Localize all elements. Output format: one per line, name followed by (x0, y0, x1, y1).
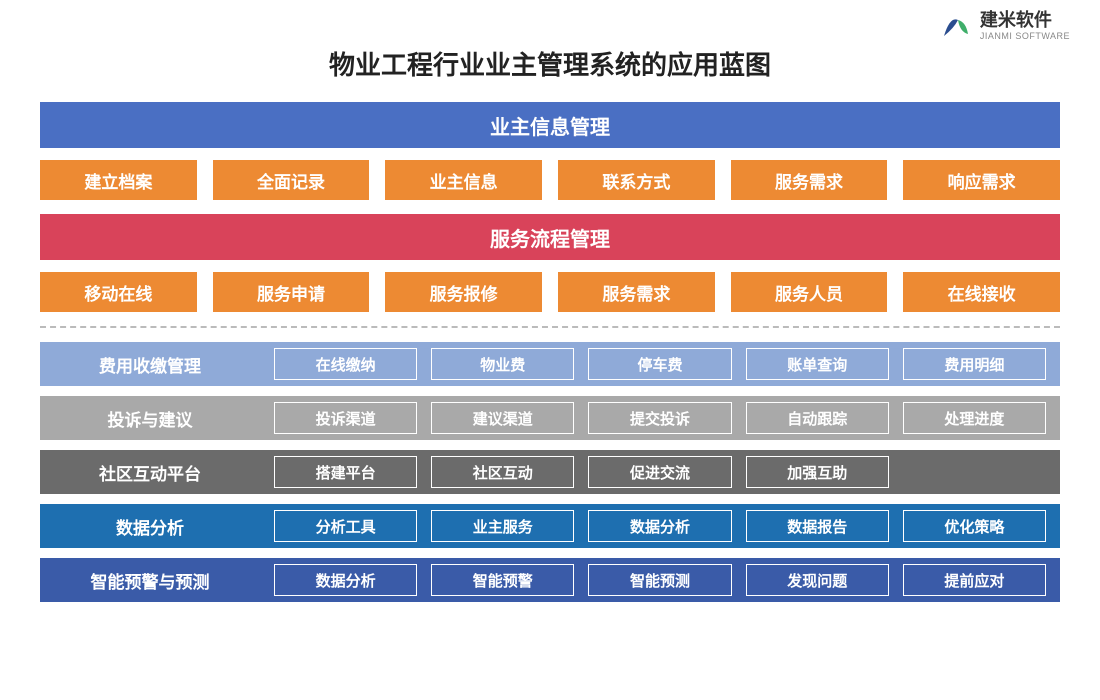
section-chip: 数据分析 (588, 510, 731, 542)
section-body: 数据分析智能预警智能预测发现问题提前应对 (260, 558, 1060, 602)
logo-text-cn: 建米软件 (980, 11, 1070, 31)
section-body: 分析工具业主服务数据分析数据报告优化策略 (260, 504, 1060, 548)
item: 服务报修 (385, 272, 542, 312)
section-row: 社区互动平台搭建平台社区互动促进交流加强互助 (40, 450, 1060, 494)
item: 全面记录 (213, 160, 370, 200)
section-chip: 数据报告 (746, 510, 889, 542)
section-chip: 数据分析 (274, 564, 417, 596)
item: 服务人员 (731, 272, 888, 312)
item: 联系方式 (558, 160, 715, 200)
divider (40, 326, 1060, 328)
section-label: 投诉与建议 (40, 396, 260, 440)
section-chip: 处理进度 (903, 402, 1046, 434)
section-chip: 发现问题 (746, 564, 889, 596)
section-chip: 在线缴纳 (274, 348, 417, 380)
section-chip: 促进交流 (588, 456, 731, 488)
section-body: 投诉渠道建议渠道提交投诉自动跟踪处理进度 (260, 396, 1060, 440)
section-body: 在线缴纳物业费停车费账单查询费用明细 (260, 342, 1060, 386)
section-chip: 加强互助 (746, 456, 889, 488)
item: 在线接收 (903, 272, 1060, 312)
section-chip: 搭建平台 (274, 456, 417, 488)
section-chip: 停车费 (588, 348, 731, 380)
logo-text-en: JIANMI SOFTWARE (980, 31, 1070, 41)
section-chip: 费用明细 (903, 348, 1046, 380)
item: 业主信息 (385, 160, 542, 200)
section-chip: 提交投诉 (588, 402, 731, 434)
section-chip: 智能预测 (588, 564, 731, 596)
page-title: 物业工程行业业主管理系统的应用蓝图 (40, 45, 1060, 82)
item: 服务需求 (558, 272, 715, 312)
section-row: 费用收缴管理在线缴纳物业费停车费账单查询费用明细 (40, 342, 1060, 386)
section-chip: 智能预警 (431, 564, 574, 596)
section-row: 投诉与建议投诉渠道建议渠道提交投诉自动跟踪处理进度 (40, 396, 1060, 440)
row-service-flow-items: 移动在线 服务申请 服务报修 服务需求 服务人员 在线接收 (40, 272, 1060, 312)
section-label: 社区互动平台 (40, 450, 260, 494)
item: 服务需求 (731, 160, 888, 200)
section-label: 智能预警与预测 (40, 558, 260, 602)
header-service-flow: 服务流程管理 (40, 214, 1060, 260)
section-label: 费用收缴管理 (40, 342, 260, 386)
section-chip: 投诉渠道 (274, 402, 417, 434)
section-label: 数据分析 (40, 504, 260, 548)
section-chip: 自动跟踪 (746, 402, 889, 434)
row-owner-info-items: 建立档案 全面记录 业主信息 联系方式 服务需求 响应需求 (40, 160, 1060, 200)
section-chip: 账单查询 (746, 348, 889, 380)
section-chip: 提前应对 (903, 564, 1046, 596)
section-row: 数据分析分析工具业主服务数据分析数据报告优化策略 (40, 504, 1060, 548)
section-row: 智能预警与预测数据分析智能预警智能预测发现问题提前应对 (40, 558, 1060, 602)
item: 服务申请 (213, 272, 370, 312)
section-chip: 社区互动 (431, 456, 574, 488)
header-owner-info: 业主信息管理 (40, 102, 1060, 148)
section-body: 搭建平台社区互动促进交流加强互助 (260, 450, 1060, 494)
section-chip: 物业费 (431, 348, 574, 380)
item: 移动在线 (40, 272, 197, 312)
brand-logo: 建米软件 JIANMI SOFTWARE (940, 10, 1070, 42)
item: 响应需求 (903, 160, 1060, 200)
section-chip: 业主服务 (431, 510, 574, 542)
section-chip: 分析工具 (274, 510, 417, 542)
section-chip: 优化策略 (903, 510, 1046, 542)
logo-icon (940, 10, 972, 42)
section-chip: 建议渠道 (431, 402, 574, 434)
item: 建立档案 (40, 160, 197, 200)
